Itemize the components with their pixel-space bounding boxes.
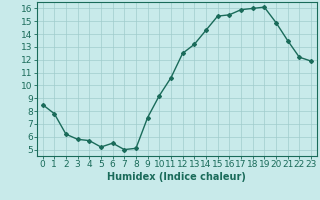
X-axis label: Humidex (Indice chaleur): Humidex (Indice chaleur) — [108, 172, 246, 182]
